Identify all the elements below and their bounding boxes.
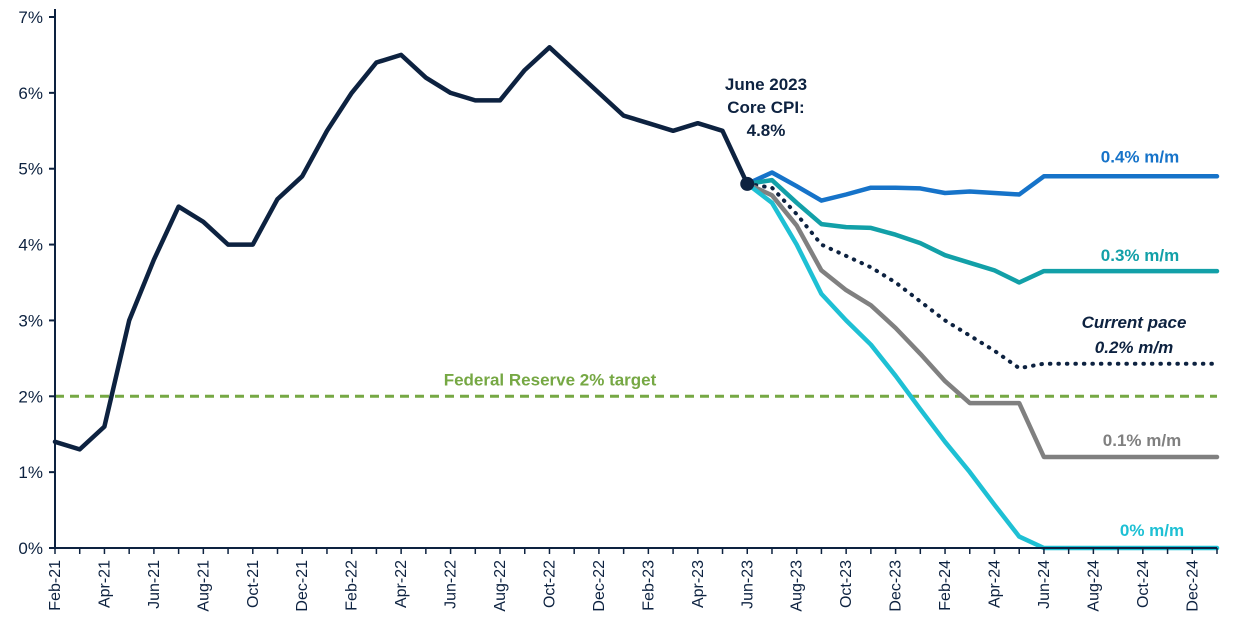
series-label-3: Current pace 0.2% m/m	[1082, 313, 1187, 357]
x-tick-label: Oct-23	[838, 560, 855, 608]
series-label-1: 0.4% m/m	[1101, 147, 1179, 166]
y-tick-label: 0%	[18, 539, 43, 558]
x-tick-label: Jun-21	[146, 560, 163, 609]
y-tick-label: 5%	[18, 160, 43, 179]
series-label-line: Current pace	[1082, 313, 1187, 332]
x-tick-label: Feb-24	[937, 560, 954, 611]
series-line-2	[745, 177, 1220, 285]
x-tick-label: Feb-22	[344, 560, 361, 611]
series-layer	[52, 45, 1220, 551]
x-tick-label: Oct-22	[541, 560, 558, 608]
x-tick-label: Oct-21	[245, 560, 262, 608]
series-line-1	[745, 170, 1220, 203]
y-tick-label: 7%	[18, 8, 43, 27]
x-tick-label: Jun-24	[1036, 560, 1053, 609]
series-label-line: 0.2% m/m	[1095, 338, 1173, 357]
x-tick-label: Apr-21	[96, 560, 113, 608]
y-tick-label: 6%	[18, 84, 43, 103]
labels-layer: Federal Reserve 2% target June 2023 Core C…	[444, 75, 1187, 540]
series-label-5: 0% m/m	[1120, 521, 1184, 540]
series-line-4	[745, 181, 1220, 460]
x-tick-label: Jun-23	[739, 560, 756, 609]
annotation-line: June 2023	[725, 75, 807, 94]
x-tick-label: Aug-23	[789, 560, 806, 612]
x-tick-label: Dec-21	[294, 560, 311, 612]
june-2023-marker	[740, 176, 755, 191]
x-tick-label: Aug-24	[1085, 560, 1102, 612]
y-tick-label: 1%	[18, 463, 43, 482]
x-tick-label: Feb-23	[640, 560, 657, 611]
series-line-3	[745, 181, 1219, 371]
axes-layer: 0% 1% 2% 3% 4% 5% 6% 7% Feb-21 Apr-21 Jun-21 Aug-21…	[18, 8, 1218, 612]
x-tick-label: Aug-22	[492, 560, 509, 612]
series-label-4: 0.1% m/m	[1103, 431, 1181, 450]
x-tick-label: Apr-22	[393, 560, 410, 608]
series-line-0	[52, 45, 750, 452]
june-2023-annotation: June 2023 Core CPI: 4.8%	[725, 75, 807, 140]
x-tick-label: Apr-23	[690, 560, 707, 608]
target-line-label: Federal Reserve 2% target	[444, 370, 657, 389]
x-tick-label: Aug-21	[195, 560, 212, 612]
annotation-line: Core CPI:	[727, 98, 804, 117]
x-tick-label: Apr-24	[986, 560, 1003, 608]
series-label-2: 0.3% m/m	[1101, 246, 1179, 265]
x-tick-label: Dec-23	[888, 560, 905, 612]
x-tick-label: Dec-22	[591, 560, 608, 612]
x-tick-label: Oct-24	[1135, 560, 1152, 608]
x-tick-label: Jun-22	[443, 560, 460, 609]
annotation-line: 4.8%	[747, 121, 786, 140]
y-tick-label: 3%	[18, 311, 43, 330]
y-tick-label: 4%	[18, 236, 43, 255]
y-tick-label: 2%	[18, 387, 43, 406]
x-tick-label: Feb-21	[47, 560, 64, 611]
x-tick-label: Dec-24	[1184, 560, 1201, 612]
